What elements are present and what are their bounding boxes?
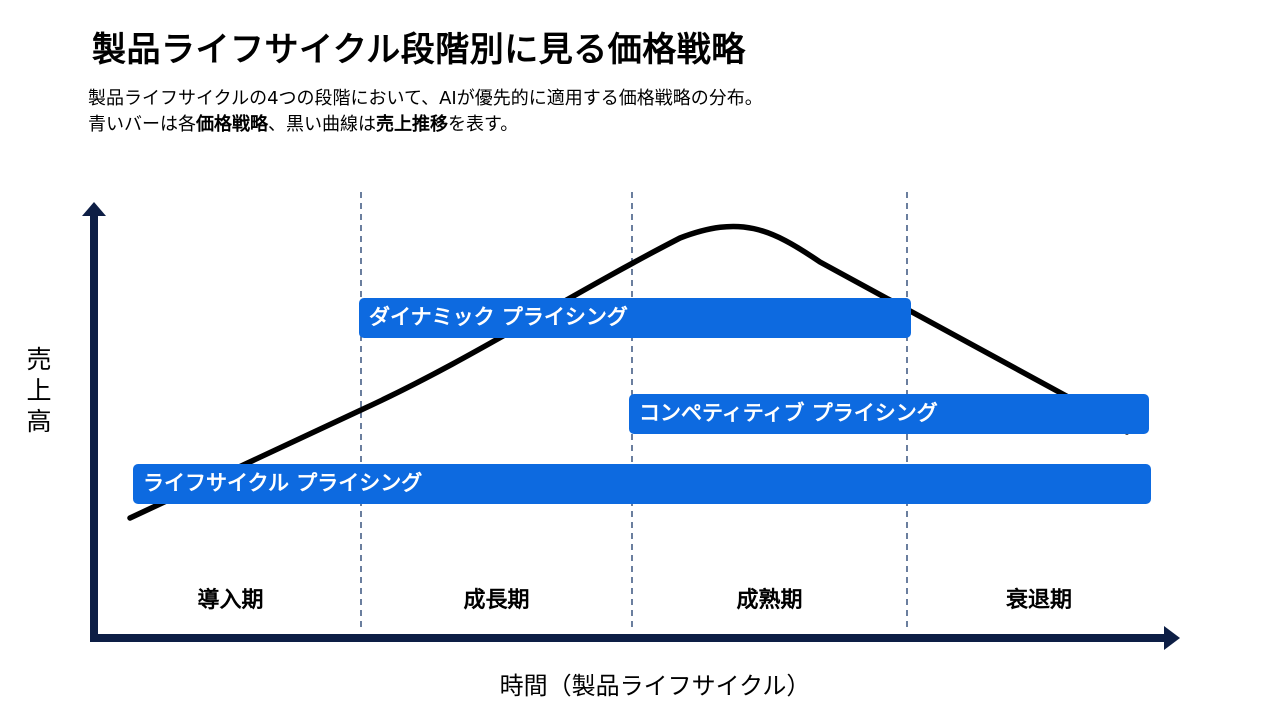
- subtitle: 製品ライフサイクルの4つの段階において、AIが優先的に適用する価格戦略の分布。 …: [88, 86, 763, 138]
- strategy-bar-competitive: コンペティティブ プライシング: [629, 394, 1149, 434]
- x-axis-label: 時間（製品ライフサイクル）: [499, 672, 811, 700]
- sales-curve: [127, 223, 1130, 521]
- stage-label-decline: 衰退期: [1005, 588, 1072, 613]
- stage-label-growth: 成長期: [463, 588, 530, 613]
- page-title: 製品ライフサイクル段階別に見る価格戦略: [92, 30, 746, 70]
- subtitle-line-2: 青いバーは各価格戦略、黒い曲線は売上推移を表す。: [88, 114, 519, 135]
- y-axis-label: 売 上 高: [26, 345, 52, 436]
- stage-label-introduction: 導入期: [197, 588, 264, 613]
- y-axis-arrow: [82, 202, 106, 216]
- strategy-bar-lifecycle: ライフサイクル プライシング: [133, 464, 1151, 504]
- strategy-bar-dynamic: ダイナミック プライシング: [359, 298, 911, 338]
- stage-label-maturity: 成熟期: [736, 588, 803, 613]
- subtitle-line-1: 製品ライフサイクルの4つの段階において、AIが優先的に適用する価格戦略の分布。: [88, 88, 763, 109]
- x-axis-arrow: [1164, 626, 1180, 650]
